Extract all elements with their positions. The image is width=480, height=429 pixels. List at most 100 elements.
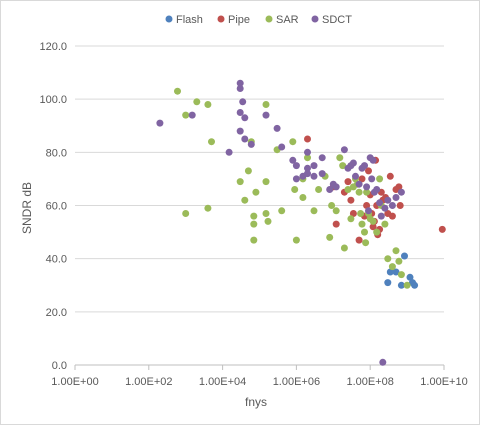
data-point	[299, 194, 307, 201]
legend-marker	[265, 15, 273, 23]
data-point	[388, 202, 396, 209]
data-point	[326, 186, 334, 193]
y-tick-label: 60.0	[46, 201, 67, 213]
data-point	[204, 101, 212, 108]
data-point	[236, 178, 244, 186]
data-point	[244, 167, 252, 175]
data-point	[344, 186, 352, 193]
data-point	[388, 212, 396, 220]
data-point	[236, 85, 244, 92]
data-point	[208, 138, 215, 146]
data-point	[328, 202, 336, 209]
data-point	[318, 154, 326, 162]
data-point	[262, 101, 270, 108]
data-point	[344, 178, 352, 186]
data-point	[241, 196, 249, 204]
data-point	[304, 170, 311, 178]
data-point	[278, 143, 286, 151]
x-tick-label: 1.00E+06	[273, 376, 320, 388]
data-point	[239, 98, 247, 106]
data-point	[362, 239, 370, 247]
legend: Flash Pipe SAR SDCT	[165, 14, 352, 26]
data-point	[340, 146, 348, 154]
data-point	[363, 188, 371, 196]
data-point	[304, 164, 311, 172]
data-point	[278, 207, 286, 215]
data-point	[396, 202, 404, 209]
data-point	[326, 233, 334, 241]
data-point	[262, 111, 270, 119]
legend-marker	[165, 15, 173, 23]
data-point	[369, 223, 377, 231]
data-point	[381, 220, 389, 228]
data-point	[193, 98, 201, 106]
data-point	[384, 255, 392, 263]
y-tick-label: 0.0	[52, 360, 67, 372]
data-point	[236, 109, 244, 116]
data-point	[252, 188, 260, 196]
data-point	[388, 263, 396, 271]
data-point	[376, 175, 384, 183]
data-point	[379, 358, 387, 366]
data-point	[358, 175, 366, 183]
data-point	[397, 188, 405, 196]
data-point	[236, 79, 244, 87]
data-point	[395, 257, 403, 265]
data-point	[349, 159, 357, 167]
data-point	[304, 135, 311, 143]
data-point	[339, 162, 347, 170]
y-tick-label: 80.0	[46, 147, 67, 159]
data-point	[250, 212, 258, 220]
x-tick-label: 1.00E+02	[125, 376, 172, 388]
data-point	[310, 172, 318, 180]
legend-marker	[217, 15, 225, 23]
data-point	[332, 220, 340, 228]
y-tick-label: 20.0	[46, 307, 67, 319]
data-point	[289, 156, 297, 164]
x-axis-label: fnys	[245, 395, 267, 409]
data-point	[347, 196, 355, 204]
data-point	[292, 175, 300, 183]
y-axis-label: SNDR dB	[20, 182, 34, 234]
x-tick-labels: 1.00E+00 1.00E+02 1.00E+04 1.00E+06 1.00E+08…	[51, 376, 467, 388]
legend-label: Pipe	[228, 14, 250, 26]
data-point	[406, 273, 414, 281]
data-point	[204, 204, 212, 212]
data-point	[262, 210, 270, 217]
data-point	[355, 188, 363, 196]
data-point	[384, 279, 392, 287]
data-point	[369, 217, 377, 225]
data-point	[241, 114, 249, 122]
x-tick-label: 1.00E+10	[420, 376, 467, 388]
data-point	[250, 236, 258, 244]
data-point	[386, 268, 394, 276]
x-tick-label: 1.00E+04	[199, 376, 246, 388]
data-point	[241, 135, 249, 143]
data-point	[289, 138, 297, 146]
data-point	[397, 281, 405, 289]
data-point	[310, 162, 318, 170]
data-point	[174, 87, 181, 95]
data-point	[292, 162, 300, 170]
data-point	[291, 186, 299, 193]
data-point	[332, 207, 340, 215]
series-sdct	[156, 79, 405, 366]
data-point	[358, 220, 366, 228]
data-point	[377, 212, 385, 220]
legend-label: SAR	[276, 14, 299, 26]
data-point	[373, 186, 381, 193]
data-point	[361, 228, 368, 236]
data-point	[318, 170, 326, 178]
y-tick-labels: 0.0 20.0 40.0 60.0 80.0 100.0 120.0	[39, 41, 67, 372]
data-point	[373, 228, 381, 236]
data-point	[156, 119, 164, 127]
series-sar	[174, 87, 411, 289]
data-point	[401, 252, 408, 260]
data-point	[363, 202, 371, 209]
data-point	[392, 247, 400, 255]
data-point	[336, 154, 344, 162]
data-point	[384, 196, 392, 204]
data-point	[365, 207, 372, 215]
